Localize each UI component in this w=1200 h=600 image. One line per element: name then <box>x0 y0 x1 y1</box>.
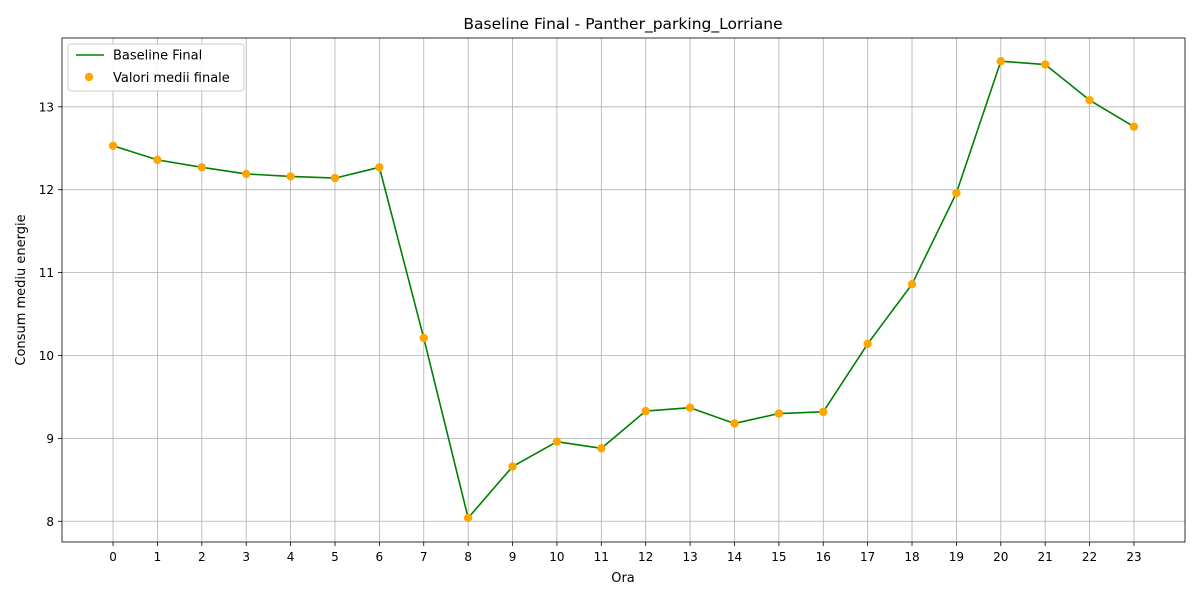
x-tick-label: 22 <box>1082 550 1097 564</box>
scatter-point <box>597 444 606 453</box>
y-tick-label: 9 <box>46 432 54 446</box>
x-tick-label: 21 <box>1038 550 1053 564</box>
scatter-point <box>863 339 872 349</box>
scatter-point <box>286 172 295 181</box>
x-tick-label: 13 <box>682 550 697 564</box>
y-tick-label: 10 <box>39 349 54 363</box>
scatter-point <box>419 333 428 343</box>
scatter-point <box>508 462 517 471</box>
y-tick-label: 11 <box>39 266 54 280</box>
x-tick-label: 3 <box>242 550 250 564</box>
x-tick-label: 1 <box>154 550 162 564</box>
x-tick-label: 11 <box>594 550 609 564</box>
axes-frame <box>61 37 1186 543</box>
x-tick-label: 10 <box>549 550 564 564</box>
x-tick-label: 20 <box>993 550 1008 564</box>
scatter-point <box>730 419 739 428</box>
scatter-point <box>153 155 162 165</box>
legend-label-valori-medii-finale: Valori medii finale <box>113 71 230 86</box>
x-axis-label: Ora <box>611 571 635 586</box>
scatter-point <box>552 437 562 446</box>
x-tick-label: 18 <box>904 550 919 564</box>
y-tick-label: 12 <box>39 183 54 197</box>
legend-frame <box>67 43 245 92</box>
chart-title: Baseline Final - Panther_parking_Lorrian… <box>463 15 782 34</box>
x-tick-label: 4 <box>287 550 295 564</box>
y-axis-label: Consum mediu energie <box>14 214 29 365</box>
x-tick-label: 12 <box>638 550 653 564</box>
plot-frame <box>61 37 1186 543</box>
x-tick-label: 9 <box>509 550 517 564</box>
scatter-point <box>1085 95 1094 105</box>
tick-labels: 0 1 2 3 4 5 6 7 8 9 10 11 12 13 14 15 16 17 18 19 20 21 22 2389… <box>39 100 1142 564</box>
series-line-baseline-final <box>112 60 1135 519</box>
scatter-point <box>1129 122 1139 131</box>
scatter-point <box>242 169 251 179</box>
x-tick-label: 2 <box>198 550 206 564</box>
scatter-point <box>641 406 650 416</box>
x-tick-label: 15 <box>771 550 786 564</box>
x-tick-label: 6 <box>376 550 384 564</box>
y-tick-label: 13 <box>39 100 54 114</box>
scatter-point <box>197 163 207 172</box>
y-tick-label: 8 <box>46 515 54 529</box>
x-tick-label: 23 <box>1126 550 1141 564</box>
scatter-point <box>819 407 828 417</box>
scatter-point <box>952 188 961 198</box>
x-tick-label: 8 <box>464 550 472 564</box>
scatter-point <box>108 141 118 150</box>
scatter-point <box>463 513 473 523</box>
legend: Baseline Final Valori medii finale <box>67 43 245 92</box>
series-layer <box>108 57 1139 523</box>
x-tick-label: 19 <box>949 550 964 564</box>
scatter-point <box>996 57 1005 66</box>
scatter-point <box>1040 60 1050 69</box>
x-tick-label: 16 <box>816 550 831 564</box>
x-tick-label: 7 <box>420 550 428 564</box>
legend-label-baseline-final: Baseline Final <box>113 49 202 64</box>
scatter-point <box>685 403 695 412</box>
legend-swatch-valori-medii-finale <box>84 72 94 82</box>
x-tick-label: 14 <box>727 550 742 564</box>
x-tick-label: 17 <box>860 550 875 564</box>
x-tick-label: 5 <box>331 550 339 564</box>
scatter-point <box>330 173 340 183</box>
grid-lines <box>62 38 1185 542</box>
scatter-point <box>774 409 784 418</box>
scatter-point <box>907 279 917 289</box>
scatter-point <box>375 163 384 172</box>
x-tick-label: 0 <box>109 550 117 564</box>
